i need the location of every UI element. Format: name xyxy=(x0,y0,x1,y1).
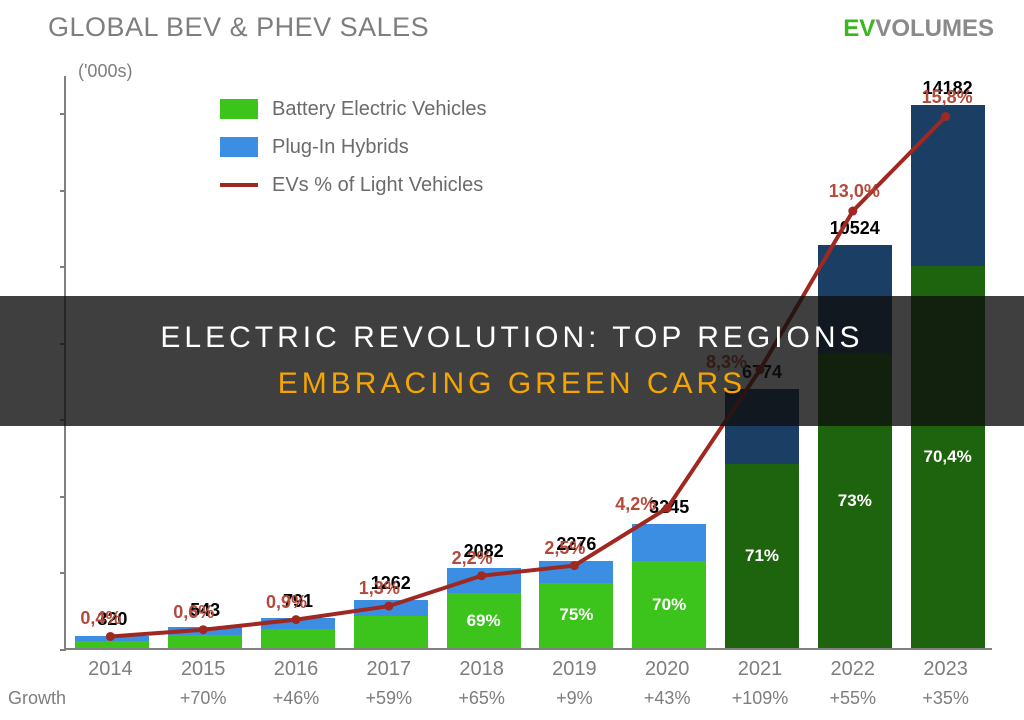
bar: 320 xyxy=(75,636,149,648)
x-axis-year: 2017 xyxy=(342,658,436,681)
bar-segment-bev xyxy=(75,641,149,648)
bar: 543 xyxy=(168,627,242,648)
legend-label-line: EVs % of Light Vehicles xyxy=(272,166,483,204)
brand-ev: EV xyxy=(843,15,875,42)
x-axis-year: 2023 xyxy=(899,658,993,681)
bev-share-label: 70,4% xyxy=(911,447,985,467)
x-axis-year: 2014 xyxy=(63,658,157,681)
trend-pct-label: 4,2% xyxy=(615,494,656,515)
bar: 1262 xyxy=(354,600,428,648)
bev-share-label: 71% xyxy=(725,546,799,566)
growth-value: +59% xyxy=(342,688,436,709)
bar-segment-bev xyxy=(168,635,242,648)
overlay-banner: ELECTRIC REVOLUTION: TOP REGIONS EMBRACI… xyxy=(0,296,1024,426)
bev-share-label: 69% xyxy=(447,611,521,631)
bar-segment-phev xyxy=(261,618,335,629)
legend-item-line: EVs % of Light Vehicles xyxy=(220,166,487,204)
trend-pct-label: 13,0% xyxy=(829,181,880,202)
growth-value: +109% xyxy=(713,688,807,709)
bar: 677471% xyxy=(725,389,799,648)
legend-item-bev: Battery Electric Vehicles xyxy=(220,90,487,128)
bar-segment-phev xyxy=(75,636,149,641)
bar-segment-phev xyxy=(354,600,428,616)
brand-volumes: VOLUMES xyxy=(875,15,994,42)
swatch-phev xyxy=(220,137,258,157)
y-tick xyxy=(60,496,66,498)
x-axis-year: 2018 xyxy=(435,658,529,681)
growth-value: +46% xyxy=(249,688,343,709)
swatch-bev xyxy=(220,99,258,119)
bar: 227675% xyxy=(539,561,613,648)
x-axis-year: 2022 xyxy=(806,658,900,681)
legend: Battery Electric Vehicles Plug-In Hybrid… xyxy=(220,90,487,204)
x-axis-year: 2020 xyxy=(620,658,714,681)
bar: 791 xyxy=(261,618,335,648)
y-tick xyxy=(60,113,66,115)
bar: 208269% xyxy=(447,568,521,648)
legend-item-phev: Plug-In Hybrids xyxy=(220,128,487,166)
bar-segment-phev xyxy=(447,568,521,593)
page-title: GLOBAL BEV & PHEV SALES xyxy=(48,12,429,43)
growth-value: +70% xyxy=(156,688,250,709)
y-tick xyxy=(60,572,66,574)
trend-pct-label: 2,5% xyxy=(544,538,585,559)
growth-value: +35% xyxy=(899,688,993,709)
y-tick xyxy=(60,266,66,268)
legend-label-bev: Battery Electric Vehicles xyxy=(272,90,487,128)
bar: 324570% xyxy=(632,524,706,648)
growth-value: +65% xyxy=(435,688,529,709)
overlay-line1: ELECTRIC REVOLUTION: TOP REGIONS xyxy=(160,321,863,354)
growth-row-label: Growth xyxy=(8,688,66,709)
y-tick xyxy=(60,649,66,651)
x-axis-year: 2019 xyxy=(527,658,621,681)
growth-value: +9% xyxy=(527,688,621,709)
overlay-line2: EMBRACING GREEN CARS xyxy=(278,367,746,400)
x-axis-year: 2015 xyxy=(156,658,250,681)
bar-segment-phev xyxy=(911,105,985,266)
bar-segment-phev xyxy=(539,561,613,583)
trend-pct-label: 0,9% xyxy=(266,592,307,613)
overlay-text: ELECTRIC REVOLUTION: TOP REGIONS EMBRACI… xyxy=(160,315,863,408)
legend-label-phev: Plug-In Hybrids xyxy=(272,128,409,166)
y-tick xyxy=(60,190,66,192)
x-axis-year: 2021 xyxy=(713,658,807,681)
trend-pct-label: 2,2% xyxy=(452,548,493,569)
trend-pct-label: 0,6% xyxy=(173,602,214,623)
bev-share-label: 75% xyxy=(539,605,613,625)
growth-value: +43% xyxy=(620,688,714,709)
bar-segment-phev xyxy=(168,627,242,635)
bev-share-label: 70% xyxy=(632,595,706,615)
growth-value: +55% xyxy=(806,688,900,709)
trend-pct-label: 1,3% xyxy=(359,578,400,599)
trend-pct-label: 15,8% xyxy=(922,87,973,108)
bar-segment-phev xyxy=(632,524,706,561)
bar-segment-bev xyxy=(354,616,428,648)
brand-logo: EVVOLUMES xyxy=(843,15,994,43)
header: GLOBAL BEV & PHEV SALES EVVOLUMES xyxy=(0,0,1024,51)
x-axis-year: 2016 xyxy=(249,658,343,681)
bar-segment-bev xyxy=(261,629,335,648)
bev-share-label: 73% xyxy=(818,491,892,511)
trend-pct-label: 0,4% xyxy=(80,608,121,629)
swatch-line xyxy=(220,183,258,187)
bar-total-label: 10524 xyxy=(818,218,892,239)
